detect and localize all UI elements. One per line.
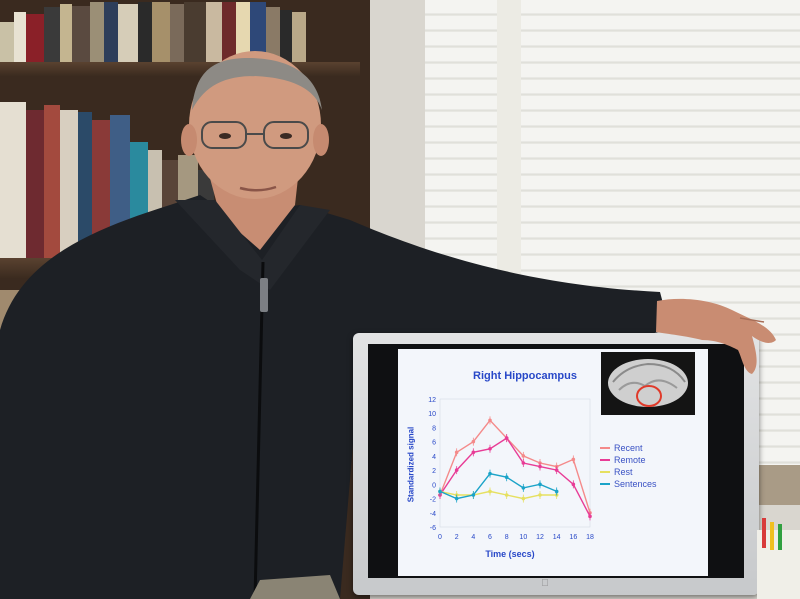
x-tick-label: 10 [519,534,527,541]
legend-item: Recent [600,442,700,454]
data-point-recent [471,439,476,444]
series-line-remote [439,437,591,517]
y-tick-label: 6 [432,440,436,447]
y-tick-label: -6 [430,525,436,532]
y-tick-label: -4 [430,511,436,518]
series-line-sentences [439,472,557,500]
data-point-remote [488,446,492,451]
data-point-remote [538,464,542,469]
data-point-sentences [454,496,459,501]
brain-scan-image [601,352,695,415]
x-tick-label: 2 [455,534,459,541]
data-point-sentences [488,471,492,476]
chart-legend: Recent Remote Rest Sentences [600,442,700,490]
x-tick-label: 16 [569,534,577,541]
data-point-recent [454,450,459,455]
window-sill [756,465,800,505]
x-tick-label: 14 [553,534,561,541]
data-point-recent [571,457,576,462]
data-point-rest [538,493,542,497]
data-point-remote [521,461,526,465]
x-tick-label: 8 [505,534,509,541]
data-point-recent [488,418,492,423]
data-point-remote [454,468,459,472]
legend-label: Recent [614,443,643,453]
data-point-remote [504,436,509,440]
x-tick-label: 0 [438,534,442,541]
pen [778,524,782,550]
book-row-top [0,0,330,62]
data-point-remote [471,450,476,455]
legend-swatch [600,483,610,485]
data-point-remote [571,482,576,487]
legend-item: Sentences [600,478,700,490]
pen [762,518,766,548]
data-point-remote [554,468,559,472]
y-tick-label: -2 [430,497,436,504]
x-tick-label: 4 [471,534,475,541]
data-point-sentences [538,482,542,487]
y-tick-label: 8 [432,425,436,432]
y-tick-label: 2 [432,468,436,475]
x-tick-label: 12 [536,534,544,541]
data-point-rest [488,489,492,494]
chart-title: Right Hippocampus [473,370,577,382]
plot-frame [439,398,591,528]
y-tick-label: 10 [428,411,436,418]
y-tick-label: 0 [432,482,436,489]
x-tick-label: 6 [488,534,492,541]
data-point-sentences [554,489,559,494]
legend-item: Remote [600,454,700,466]
apple-logo-icon:  [540,578,550,590]
hand [656,298,776,374]
legend-label: Sentences [614,479,657,489]
legend-swatch [600,459,610,461]
x-tick-label: 18 [586,534,594,541]
legend-item: Rest [600,466,700,478]
data-point-rest [504,493,509,497]
series-line-rest [439,490,557,500]
legend-swatch [600,447,610,449]
y-tick-label: 4 [432,454,436,461]
legend-label: Remote [614,455,646,465]
x-axis-label: Time (secs) [485,549,535,559]
data-point-sentences [504,475,509,480]
series-line-recent [439,419,591,514]
legend-swatch [600,471,610,473]
data-point-sentences [521,486,526,490]
legend-label: Rest [614,467,633,477]
data-point-rest [521,496,526,501]
pen [770,522,774,550]
y-tick-label: 12 [428,397,436,404]
data-point-sentences [438,489,442,494]
data-point-sentences [471,493,476,497]
data-point-recent [521,454,526,458]
data-point-remote [588,514,592,519]
